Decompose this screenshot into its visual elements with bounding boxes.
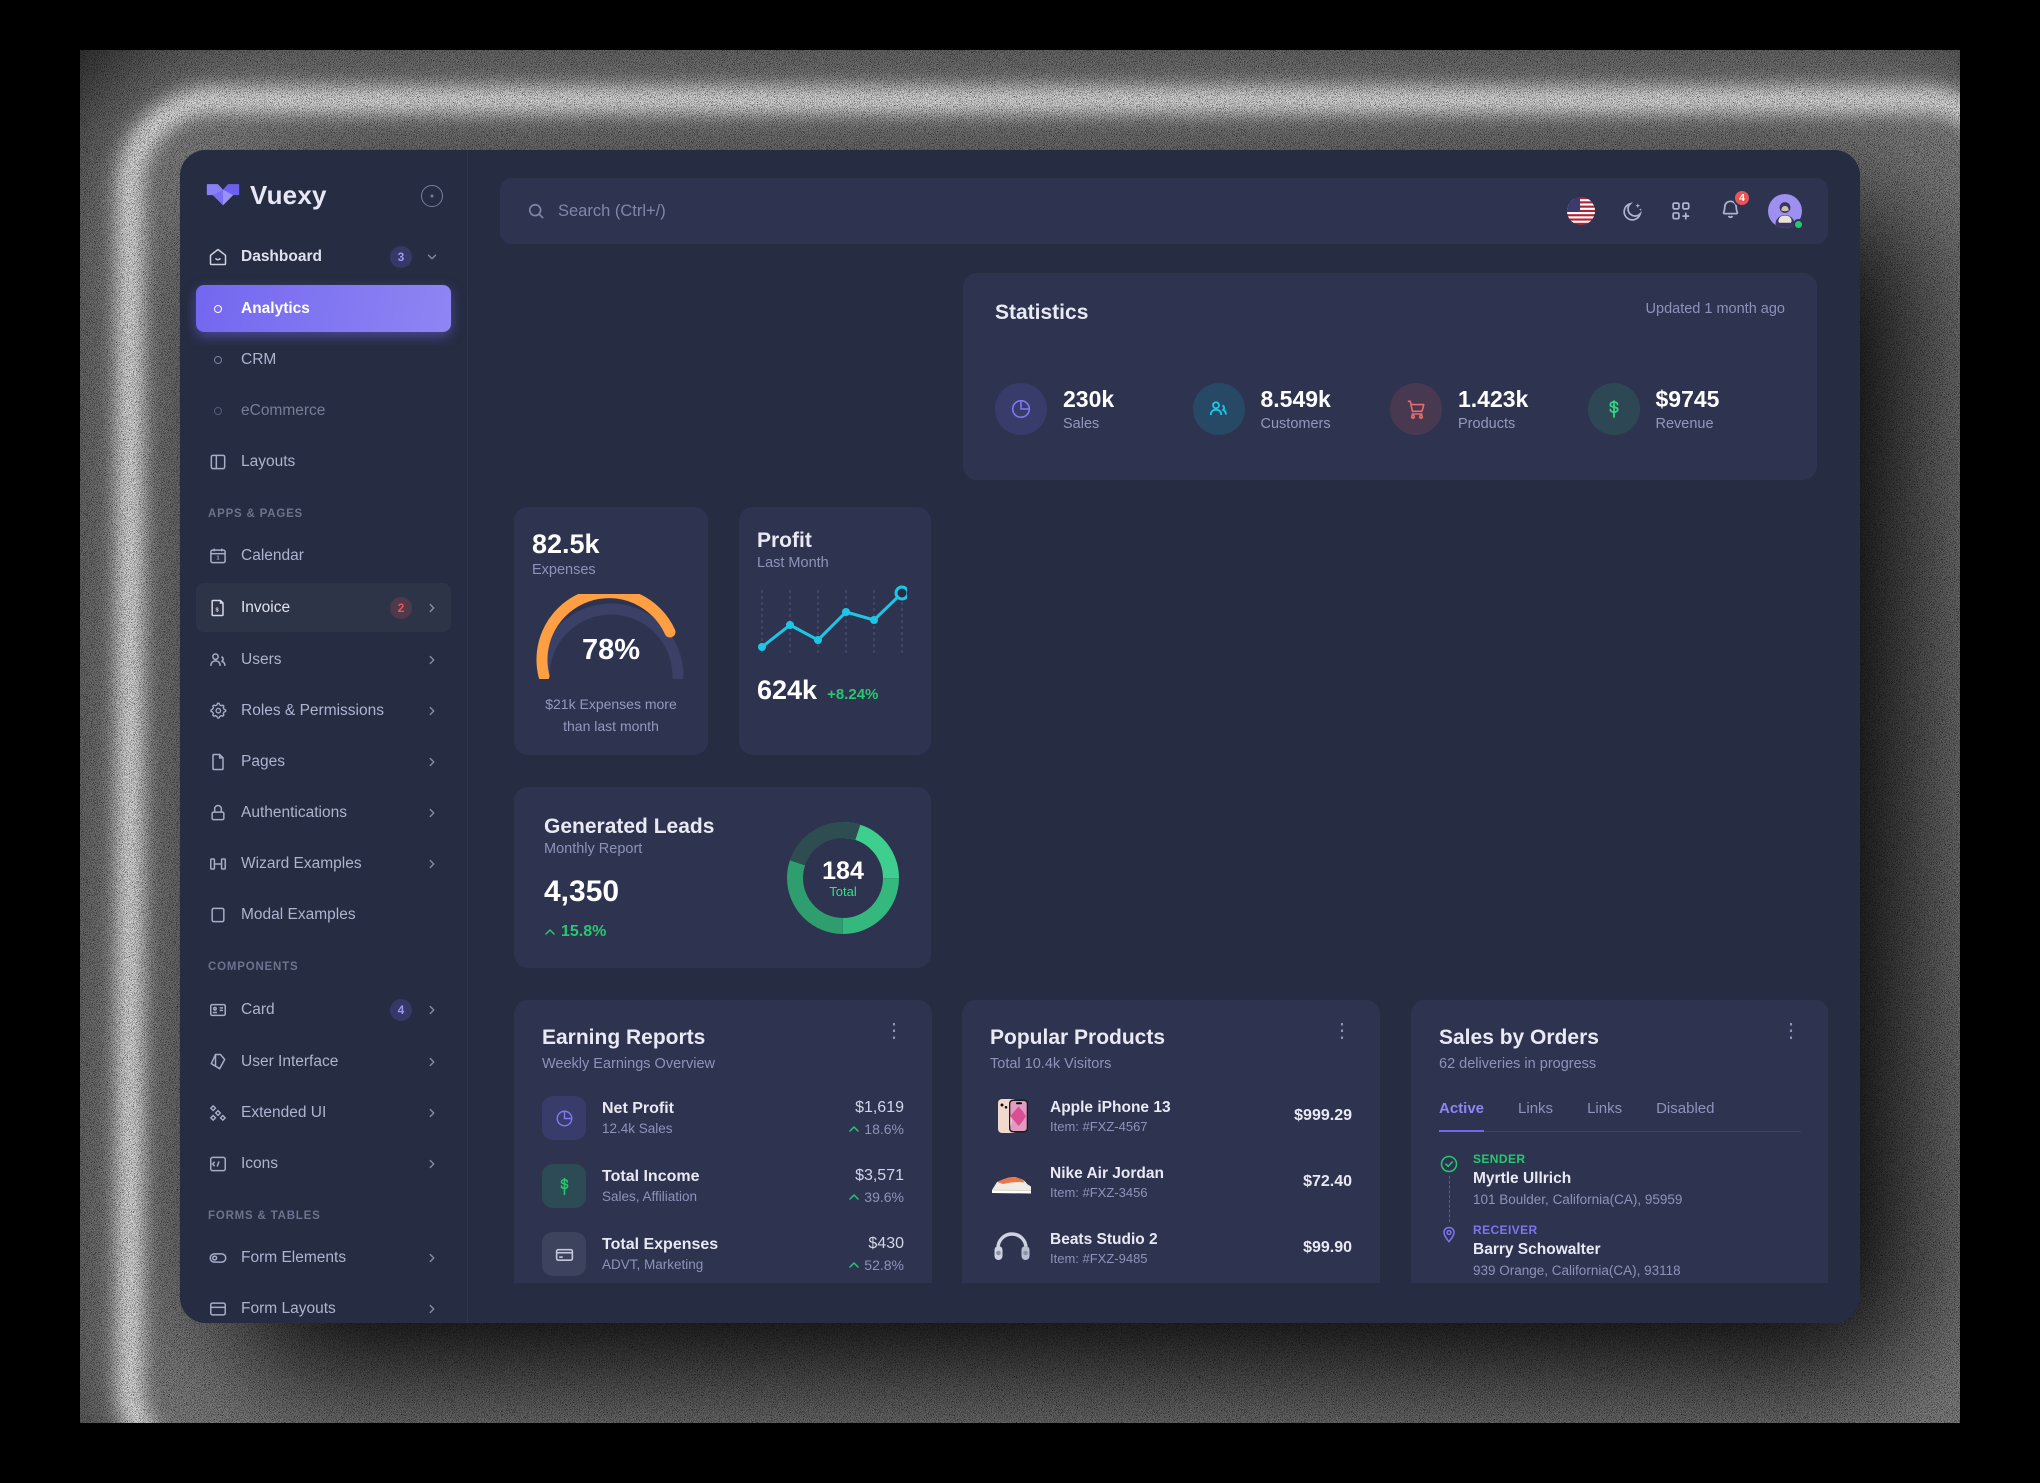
svg-text:1: 1: [216, 555, 220, 561]
svg-text:$: $: [216, 607, 220, 613]
